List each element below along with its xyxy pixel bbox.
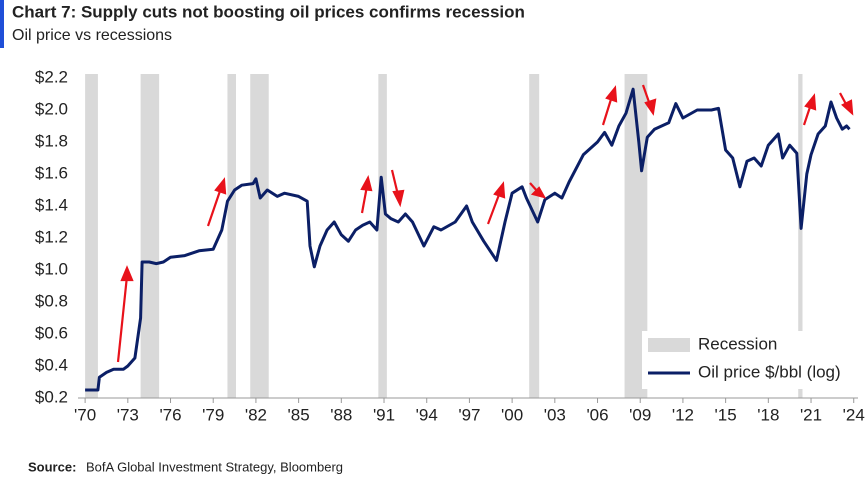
x-tick-label: '24 xyxy=(843,405,865,424)
y-tick-label: $1.6 xyxy=(35,163,68,182)
x-tick-label: '70 xyxy=(74,405,96,424)
recession-band xyxy=(529,74,540,398)
x-tick-label: '94 xyxy=(416,405,438,424)
title-bar xyxy=(0,0,4,48)
y-tick-label: $0.4 xyxy=(35,355,68,374)
y-tick-label: $1.2 xyxy=(35,227,68,246)
x-tick-label: '82 xyxy=(245,405,267,424)
recession-band xyxy=(85,74,98,398)
x-tick-label: '79 xyxy=(202,405,224,424)
source: BofA Global Investment Strategy, Bloombe… xyxy=(86,459,343,474)
x-tick-label: '15 xyxy=(715,405,737,424)
oil-price-line xyxy=(85,87,851,392)
y-tick-label: $0.6 xyxy=(35,323,68,342)
y-tick-label: $2.0 xyxy=(35,99,68,118)
recession-band xyxy=(227,74,236,398)
recession-band xyxy=(378,74,387,398)
x-tick-label: '88 xyxy=(330,405,352,424)
chart-title: Chart 7: Supply cuts not boosting oil pr… xyxy=(12,2,525,21)
y-tick-label: $0.8 xyxy=(35,291,68,310)
x-tick-label: '18 xyxy=(757,405,779,424)
x-tick-label: '12 xyxy=(672,405,694,424)
recession-band xyxy=(140,74,160,398)
y-tick-label: $1.4 xyxy=(35,195,68,214)
legend-label: Oil price $/bbl (log) xyxy=(698,362,841,381)
chart-subtitle: Oil price vs recessions xyxy=(12,27,172,44)
plot-area: $0.2 $0.4 $0.6 $0.8 $1.0 $1.2 $1.4 $1.6 $1.8 $2.0… xyxy=(35,67,865,424)
y-tick-label: $1.8 xyxy=(35,131,68,150)
recession-band xyxy=(798,74,803,398)
x-tick-label: '06 xyxy=(586,405,608,424)
x-tick-label: '85 xyxy=(288,405,310,424)
y-tick-label: $2.2 xyxy=(35,67,68,86)
x-tick-label: '21 xyxy=(800,405,822,424)
source-label: Source: xyxy=(28,459,76,474)
annotation-arrows xyxy=(116,84,854,363)
recession-band xyxy=(624,74,648,398)
y-tick-label: $1.0 xyxy=(35,259,68,278)
x-tick-label: '76 xyxy=(159,405,181,424)
x-tick-label: '09 xyxy=(629,405,651,424)
x-tick-label: '91 xyxy=(373,405,395,424)
x-tick-label: '97 xyxy=(458,405,480,424)
legend-label: Recession xyxy=(698,334,777,353)
x-tick-label: '03 xyxy=(544,405,566,424)
recession-band xyxy=(250,74,269,398)
x-tick-label: '00 xyxy=(501,405,523,424)
legend-swatch xyxy=(648,338,690,352)
x-tick-label: '73 xyxy=(117,405,139,424)
y-tick-label: $0.2 xyxy=(35,387,68,406)
